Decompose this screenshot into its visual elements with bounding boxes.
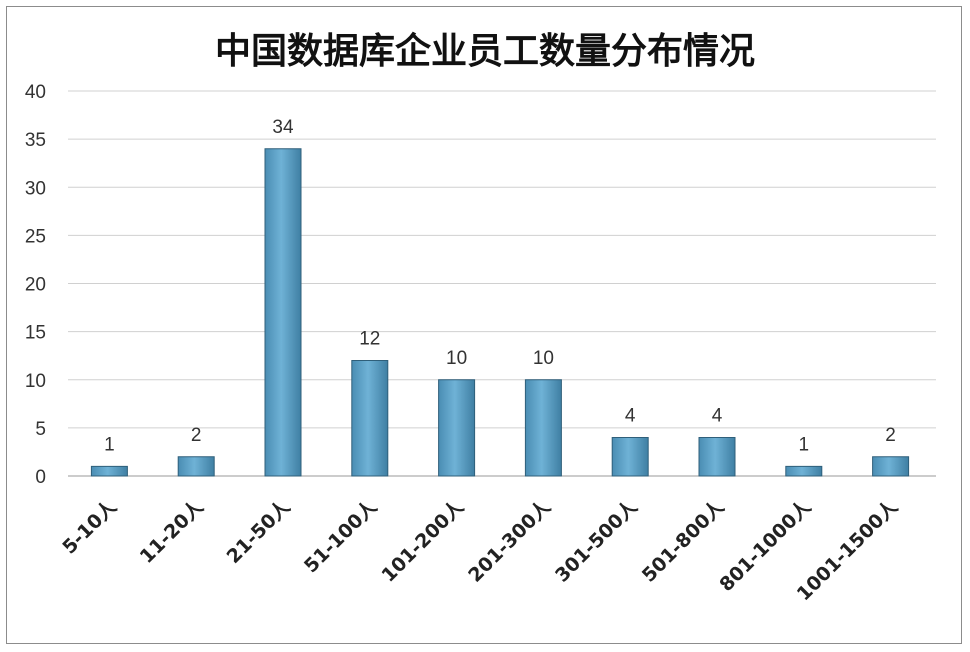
bar — [90, 465, 128, 477]
x-axis: 5-10人 11-20人 21-50人 51-100人101-200人201-300人… — [58, 495, 903, 605]
x-tick-label: 501-800人 — [638, 495, 729, 586]
y-tick-label: 0 — [35, 467, 46, 488]
data-label: 12 — [359, 329, 380, 350]
data-label: 1 — [104, 434, 115, 455]
y-tick-label: 5 — [35, 419, 46, 440]
x-tick-label: 11-20人 — [136, 495, 209, 568]
bar — [611, 437, 649, 477]
bar — [872, 456, 910, 477]
y-tick-label: 10 — [25, 371, 46, 392]
bar — [264, 148, 302, 477]
data-label: 10 — [446, 348, 467, 369]
y-tick-label: 40 — [25, 82, 46, 103]
data-label: 2 — [885, 425, 896, 446]
chart-title: 中国数据库企业员工数量分布情况 — [214, 30, 755, 72]
y-tick-label: 35 — [25, 130, 46, 151]
y-axis: 0 5 10 15 20 25 30 35 40 — [25, 82, 46, 488]
x-tick-label: 5-10人 — [58, 495, 121, 558]
x-tick-label: 201-300人 — [464, 495, 555, 586]
bar — [177, 456, 215, 477]
data-label: 2 — [191, 425, 202, 446]
y-tick-label: 20 — [25, 275, 46, 296]
data-label: 4 — [625, 406, 636, 427]
x-tick-label: 51-100人 — [300, 495, 382, 577]
bar — [351, 360, 389, 477]
y-tick-label: 25 — [25, 226, 46, 247]
data-label: 34 — [272, 117, 294, 138]
x-tick-label: 301-500人 — [551, 495, 642, 586]
y-tick-label: 30 — [25, 178, 46, 199]
bar — [785, 465, 823, 477]
data-label: 4 — [712, 406, 723, 427]
x-tick-label: 21-50人 — [223, 495, 296, 568]
gridlines — [68, 90, 936, 477]
data-label: 10 — [533, 348, 554, 369]
y-tick-label: 15 — [25, 323, 46, 344]
data-label: 1 — [799, 434, 810, 455]
x-tick-label: 101-200人 — [377, 495, 468, 586]
bar — [698, 437, 736, 477]
chart-frame — [6, 6, 962, 644]
bar — [524, 379, 562, 477]
bar — [438, 379, 476, 477]
